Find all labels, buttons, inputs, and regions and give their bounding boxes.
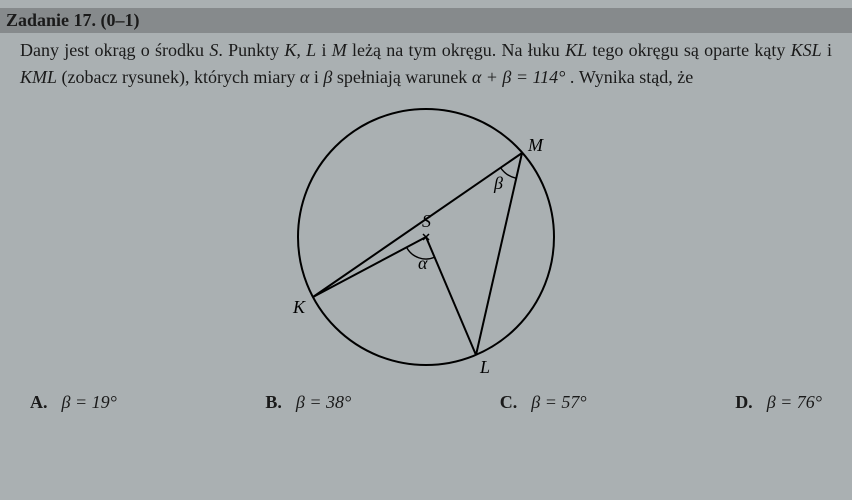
option-B: B. β = 38° [265, 392, 351, 413]
svg-text:M: M [527, 135, 544, 155]
diagram-container: S K L Mα β [20, 97, 832, 382]
text: spełniają warunek [332, 67, 471, 87]
text: i [316, 40, 332, 60]
svg-text:β: β [493, 173, 503, 193]
text: . Wynika stąd, że [565, 67, 693, 87]
svg-text:α: α [418, 253, 428, 273]
svg-text:L: L [479, 357, 490, 377]
option-C: C. β = 57° [500, 392, 587, 413]
option-letter: D. [735, 392, 753, 412]
text: tego okręgu są oparte kąty [587, 40, 791, 60]
task-title: Zadanie 17. (0–1) [6, 10, 140, 30]
arc-KL: KL [565, 40, 587, 60]
option-text: β = 38° [296, 392, 351, 412]
equation: α + β = 114° [472, 67, 566, 87]
option-letter: B. [265, 392, 282, 412]
option-letter: A. [30, 392, 48, 412]
text: i [309, 67, 323, 87]
answer-options: A. β = 19° B. β = 38° C. β = 57° D. β = 76° [20, 392, 832, 413]
text: . Punkty [218, 40, 284, 60]
var-M: M [332, 40, 347, 60]
option-text: β = 19° [62, 392, 117, 412]
svg-text:K: K [292, 297, 306, 317]
option-D: D. β = 76° [735, 392, 822, 413]
option-text: β = 57° [531, 392, 586, 412]
geometry-diagram: S K L Mα β [256, 97, 596, 382]
svg-text:S: S [422, 211, 431, 231]
problem-statement: Dany jest okrąg o środku S. Punkty K, L … [20, 37, 832, 91]
var-S: S [209, 40, 218, 60]
task-header: Zadanie 17. (0–1) [0, 8, 852, 33]
option-letter: C. [500, 392, 518, 412]
option-A: A. β = 19° [30, 392, 117, 413]
var-beta: β [323, 67, 332, 87]
text: (zobacz rysunek), których miary [57, 67, 300, 87]
option-text: β = 76° [767, 392, 822, 412]
angle-KML: KML [20, 67, 57, 87]
text: i [822, 40, 832, 60]
angle-KSL: KSL [791, 40, 822, 60]
text: Dany jest okrąg o środku [20, 40, 209, 60]
var-KL: K, L [284, 40, 316, 60]
text: leżą na tym okręgu. Na łuku [347, 40, 565, 60]
var-alpha: α [300, 67, 309, 87]
